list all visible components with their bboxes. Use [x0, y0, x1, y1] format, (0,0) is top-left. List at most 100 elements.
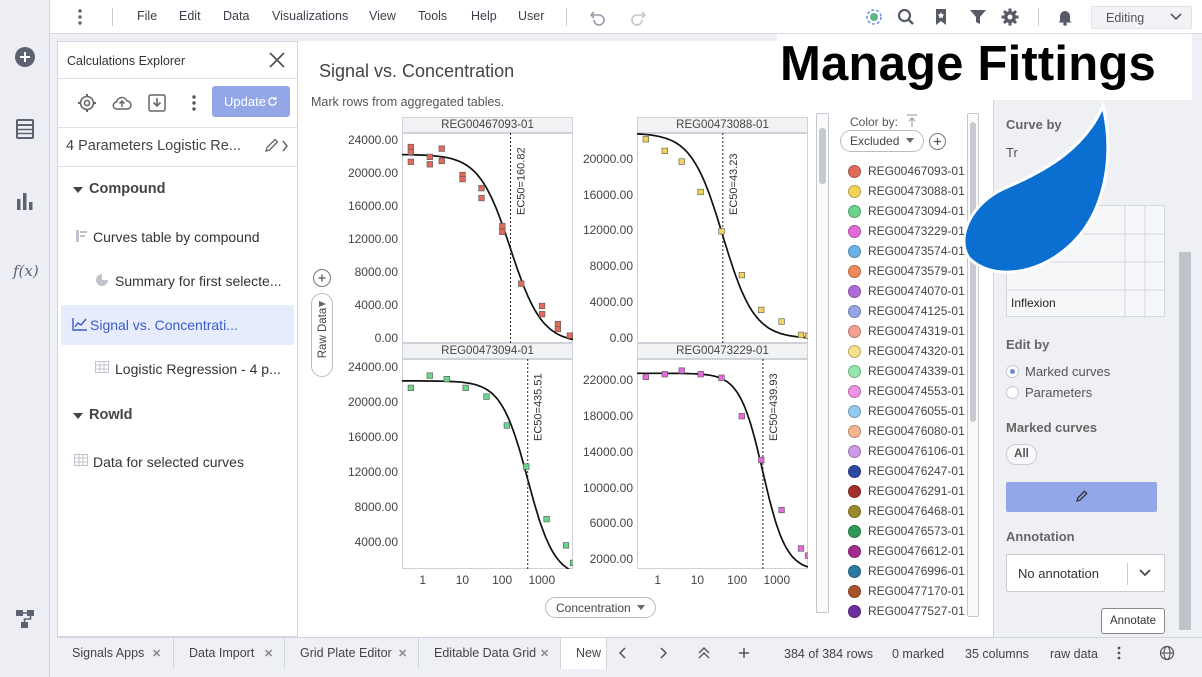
x-axis-selector[interactable]: Concentration: [545, 597, 656, 618]
add-axis-icon[interactable]: [313, 269, 331, 287]
fx-icon[interactable]: f(x): [13, 262, 39, 280]
legend-item[interactable]: REG00476573-01: [848, 522, 968, 542]
menu-visualizations[interactable]: Visualizations: [272, 9, 349, 23]
tree-item-logistic-regression[interactable]: Logistic Regression - 4 p...: [61, 349, 294, 389]
legend-item[interactable]: REG00473094-01: [848, 202, 968, 222]
legend-item[interactable]: REG00473088-01: [848, 182, 968, 202]
legend-item[interactable]: REG00473229-01: [848, 222, 968, 242]
sort-icon[interactable]: [906, 114, 918, 128]
add-color-icon[interactable]: [929, 133, 946, 150]
undo-icon[interactable]: [588, 7, 608, 27]
trellis-panel[interactable]: REG00473094-01 EC50=435.51: [402, 343, 573, 569]
legend-item[interactable]: REG00474319-01: [848, 322, 968, 342]
filter-icon[interactable]: [968, 7, 988, 27]
scroll-thumb[interactable]: [819, 128, 826, 184]
trellis-panel[interactable]: REG00467093-01 EC50=160.82: [402, 117, 573, 343]
tree-item-summary[interactable]: Summary for first selecte...: [61, 261, 294, 301]
redo-icon[interactable]: [628, 7, 648, 27]
color-by-selector[interactable]: Excluded: [840, 130, 924, 152]
tree-group-rowid[interactable]: RowId: [61, 395, 294, 435]
legend-item[interactable]: REG00476996-01: [848, 562, 968, 582]
trellis-panel[interactable]: REG00473229-01 EC50=439.93: [637, 343, 808, 569]
menu-user[interactable]: User: [518, 9, 545, 23]
tree-group-compound[interactable]: Compound: [61, 169, 294, 209]
menu-data[interactable]: Data: [223, 9, 250, 23]
menu-dots-icon[interactable]: [76, 8, 84, 26]
legend-item[interactable]: REG00476080-01: [848, 422, 968, 442]
legend-item[interactable]: REG00476106-01: [848, 442, 968, 462]
mode-dropdown[interactable]: Editing: [1091, 6, 1192, 29]
legend-item[interactable]: REG00467093-01: [848, 162, 968, 182]
add-tab-icon[interactable]: [736, 645, 752, 661]
trellis-scrollbar[interactable]: [816, 113, 829, 613]
legend-item[interactable]: REG00474125-01: [848, 302, 968, 322]
menu-help[interactable]: Help: [471, 9, 497, 23]
more-options-icon[interactable]: [183, 92, 205, 114]
calculation-name[interactable]: 4 Parameters Logistic Re...: [66, 138, 241, 154]
notification-bell-icon[interactable]: [1055, 7, 1075, 27]
menu-tools[interactable]: Tools: [418, 9, 448, 23]
edit-by-parameters-label[interactable]: Parameters: [1025, 385, 1093, 400]
more-options-icon[interactable]: [1111, 645, 1127, 661]
add-icon[interactable]: [13, 45, 37, 69]
legend-item[interactable]: REG00474320-01: [848, 342, 968, 362]
legend-item[interactable]: REG00477527-01: [848, 602, 968, 622]
edit-by-parameters-radio[interactable]: [1006, 386, 1019, 399]
settings-icon[interactable]: [76, 92, 98, 114]
legend-item[interactable]: REG00473579-01: [848, 262, 968, 282]
close-icon[interactable]: [267, 50, 287, 70]
trellis-panel[interactable]: REG00473088-01 EC50=43.23: [637, 117, 808, 343]
legend-item[interactable]: REG00476055-01: [848, 402, 968, 422]
ai-sparkle-icon[interactable]: [864, 7, 884, 27]
edit-by-marked-radio[interactable]: [1006, 365, 1019, 378]
search-icon[interactable]: [896, 7, 916, 27]
active-table[interactable]: raw data: [1050, 647, 1098, 661]
menu-file[interactable]: File: [137, 9, 158, 23]
curve-by-value[interactable]: Tr: [1006, 145, 1018, 160]
legend-item[interactable]: REG00476247-01: [848, 462, 968, 482]
raw-data-axis-selector[interactable]: Raw Data: [311, 293, 333, 377]
legend-item[interactable]: REG00476468-01: [848, 502, 968, 522]
legend-item[interactable]: REG00476291-01: [848, 482, 968, 502]
chevron-left-icon[interactable]: [615, 645, 631, 661]
close-tab-icon[interactable]: ✕: [152, 648, 162, 660]
legend-item[interactable]: REG00476612-01: [848, 542, 968, 562]
legend-item[interactable]: REG00474339-01: [848, 362, 968, 382]
properties-scrollbar[interactable]: [1179, 252, 1191, 630]
tab-new[interactable]: New: [561, 638, 607, 669]
globe-icon[interactable]: [1159, 645, 1175, 661]
annotate-button[interactable]: Annotate: [1101, 608, 1165, 634]
data-table-icon[interactable]: [13, 117, 37, 141]
tab-data-import[interactable]: Data Import ✕: [174, 638, 285, 669]
legend-item[interactable]: REG00474070-01: [848, 282, 968, 302]
scroll-thumb[interactable]: [970, 122, 976, 422]
tree-item-data-selected[interactable]: Data for selected curves: [61, 442, 294, 482]
tab-signals-apps[interactable]: Signals Apps ✕: [57, 638, 174, 669]
tab-editable-data-grid[interactable]: Editable Data Grid ✕: [419, 638, 561, 669]
data-flow-icon[interactable]: [13, 607, 37, 631]
edit-by-marked-label[interactable]: Marked curves: [1025, 364, 1111, 379]
tree-item-curves-table[interactable]: Curves table by compound: [61, 217, 294, 257]
bookmark-icon[interactable]: [931, 7, 951, 27]
tree-item-signal-vs-concentration[interactable]: Signal vs. Concentrati...: [61, 305, 294, 345]
update-button[interactable]: Update: [212, 86, 290, 117]
import-icon[interactable]: [146, 92, 168, 114]
edit-marked-curves-button[interactable]: [1006, 482, 1157, 512]
close-tab-icon[interactable]: ✕: [264, 648, 274, 660]
all-curves-chip[interactable]: All: [1006, 444, 1037, 465]
cloud-upload-icon[interactable]: [111, 92, 133, 114]
legend-item[interactable]: REG00474553-01: [848, 382, 968, 402]
double-chevron-up-icon[interactable]: [696, 645, 712, 661]
visualization-icon[interactable]: [13, 189, 37, 213]
menu-view[interactable]: View: [369, 9, 396, 23]
settings-gear-icon[interactable]: [1000, 7, 1020, 27]
chevron-right-icon[interactable]: [655, 645, 671, 661]
annotation-dropdown[interactable]: No annotation: [1006, 554, 1165, 592]
legend-item[interactable]: REG00477170-01: [848, 582, 968, 602]
edit-pencil-icon[interactable]: [264, 138, 290, 154]
tab-grid-plate-editor[interactable]: Grid Plate Editor ✕: [285, 638, 419, 669]
legend-item[interactable]: REG00473574-01: [848, 242, 968, 262]
menu-edit[interactable]: Edit: [179, 9, 201, 23]
close-tab-icon[interactable]: ✕: [540, 648, 550, 660]
close-tab-icon[interactable]: ✕: [398, 648, 408, 660]
